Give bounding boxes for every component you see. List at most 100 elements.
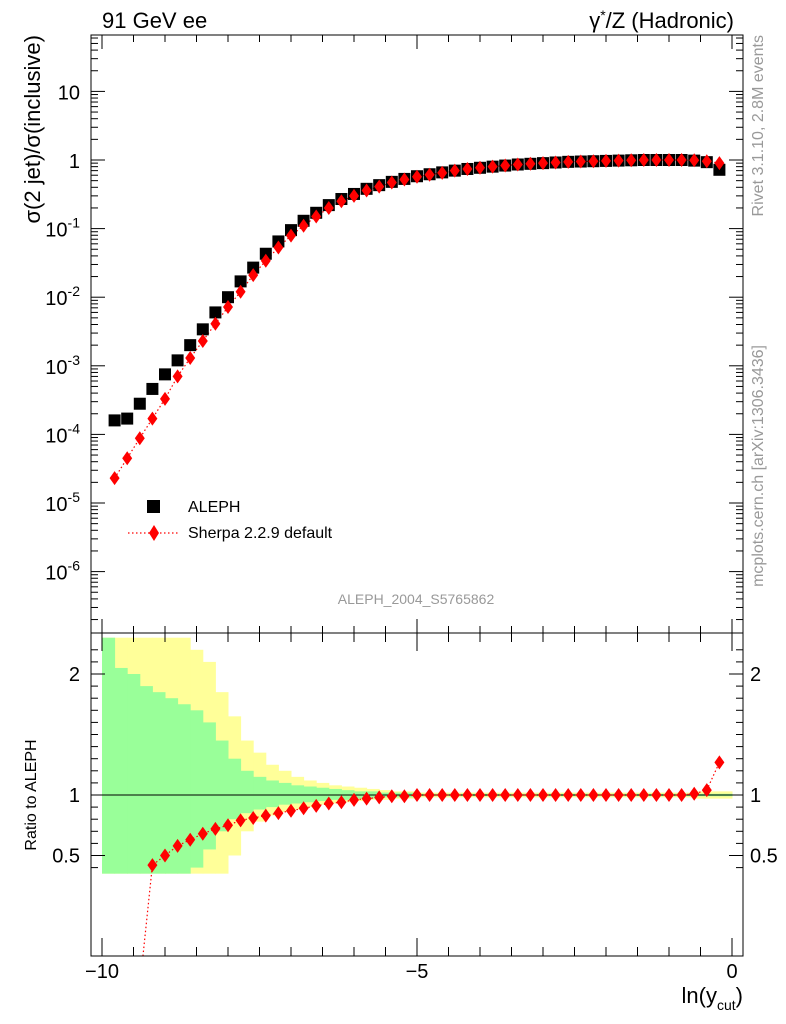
- aleph-point: [108, 414, 121, 427]
- aleph-point: [184, 339, 197, 352]
- aleph-point: [209, 306, 222, 319]
- ratio-point: [689, 786, 700, 801]
- ratio-point: [260, 808, 271, 823]
- ratio-point: [185, 832, 196, 847]
- ratio-point: [626, 788, 637, 802]
- sherpa-point: [248, 268, 259, 283]
- y-tick-label-ratio-right: 0.5: [750, 846, 778, 868]
- stat-band: [253, 776, 267, 810]
- y-tick-label-main: 1: [69, 151, 80, 173]
- sherpa-point: [223, 299, 233, 314]
- y-tick-label-main: 10-4: [45, 420, 80, 447]
- stat-band: [215, 740, 229, 832]
- ratio-point: [223, 818, 233, 833]
- ratio-point: [361, 791, 372, 806]
- ratio-point: [399, 789, 410, 804]
- ratio-point: [462, 788, 473, 802]
- stat-band: [202, 722, 216, 850]
- ratio-point: [412, 788, 422, 802]
- stat-band: [190, 710, 204, 868]
- aleph-point: [222, 291, 234, 304]
- aleph-point: [171, 354, 184, 367]
- analysis-label: ALEPH_2004_S5765862: [338, 591, 495, 607]
- legend-aleph-marker: [147, 500, 160, 513]
- sherpa-point: [638, 153, 649, 167]
- ratio-point: [311, 798, 322, 813]
- ratio-point: [336, 795, 347, 810]
- stat-band: [291, 785, 305, 804]
- sherpa-point: [361, 183, 372, 198]
- stat-band: [127, 674, 141, 874]
- sherpa-point: [500, 158, 511, 173]
- ratio-point: [273, 806, 284, 821]
- y-tick-label-ratio: 0.5: [52, 846, 80, 868]
- x-tick-label: −10: [85, 961, 119, 983]
- stat-band: [114, 667, 128, 874]
- sherpa-point: [449, 163, 460, 178]
- stat-band: [328, 788, 342, 800]
- ratio-point: [147, 858, 158, 873]
- sherpa-point: [386, 175, 397, 190]
- ratio-point: [664, 788, 674, 802]
- stat-band: [102, 637, 116, 874]
- y-tick-label-ratio: 1: [69, 785, 80, 807]
- stat-band: [152, 692, 166, 874]
- sherpa-point: [575, 154, 586, 169]
- sherpa-point: [109, 471, 120, 486]
- aleph-point: [247, 261, 260, 274]
- sherpa-point: [613, 153, 624, 168]
- ratio-point: [538, 788, 548, 802]
- sherpa-point: [676, 153, 687, 167]
- sherpa-point: [487, 159, 498, 174]
- y-tick-label-ratio-right: 1: [750, 785, 761, 807]
- sherpa-point: [122, 451, 133, 466]
- x-tick-label: −5: [406, 961, 429, 983]
- y-tick-label-ratio-right: 2: [750, 664, 761, 686]
- ratio-point: [487, 788, 498, 802]
- sherpa-point: [651, 153, 662, 167]
- stat-band: [265, 780, 279, 808]
- ratio-point: [638, 788, 649, 802]
- aleph-point: [234, 275, 247, 288]
- sherpa-point: [260, 253, 271, 268]
- sherpa-line: [114, 159, 720, 479]
- ratio-point: [386, 789, 397, 804]
- ratio-point: [437, 788, 448, 802]
- legend: ALEPH Sherpa 2.2.9 default: [128, 499, 333, 542]
- ratio-point: [349, 792, 359, 807]
- sherpa-point: [550, 155, 561, 170]
- header-right: γ*/Z (Hadronic): [589, 7, 734, 33]
- ratio-point: [651, 788, 662, 802]
- sherpa-point: [311, 209, 322, 224]
- sherpa-point: [273, 240, 284, 255]
- stat-band: [278, 782, 292, 805]
- sherpa-point: [374, 179, 385, 194]
- ratio-panel: 0.5 0.5 1 1 2 2 −10 −5 0 Ratio to ALEPH ln(ycut…: [23, 632, 778, 1013]
- rivet-label: Rivet 3.1.10, 2.8M events: [750, 35, 767, 216]
- ratio-point: [676, 788, 687, 802]
- sherpa-point: [349, 188, 359, 203]
- y-tick-label-main: 10-6: [45, 558, 80, 585]
- ratio-point: [525, 788, 536, 802]
- sherpa-point: [336, 194, 347, 209]
- main-frame: [90, 34, 744, 634]
- ratio-point: [235, 813, 246, 828]
- y-tick-label-main: 10: [58, 82, 80, 104]
- ratio-point: [714, 755, 725, 770]
- legend-sherpa-marker: [149, 525, 159, 541]
- sherpa-point: [399, 172, 410, 187]
- sherpa-point: [563, 154, 574, 169]
- ratio-point: [550, 788, 561, 802]
- y-tick-label-main: 10-3: [45, 352, 80, 379]
- sherpa-point: [286, 228, 296, 243]
- ratio-point: [601, 788, 611, 802]
- ratio-point: [172, 838, 183, 853]
- y-tick-label-main: 10-5: [45, 489, 80, 516]
- ratio-point: [575, 788, 586, 802]
- ratio-point: [475, 788, 485, 802]
- y-tick-label-main: 10-2: [45, 283, 80, 310]
- sherpa-point: [197, 333, 208, 348]
- sherpa-point: [147, 411, 158, 426]
- x-tick-label: 0: [726, 961, 737, 983]
